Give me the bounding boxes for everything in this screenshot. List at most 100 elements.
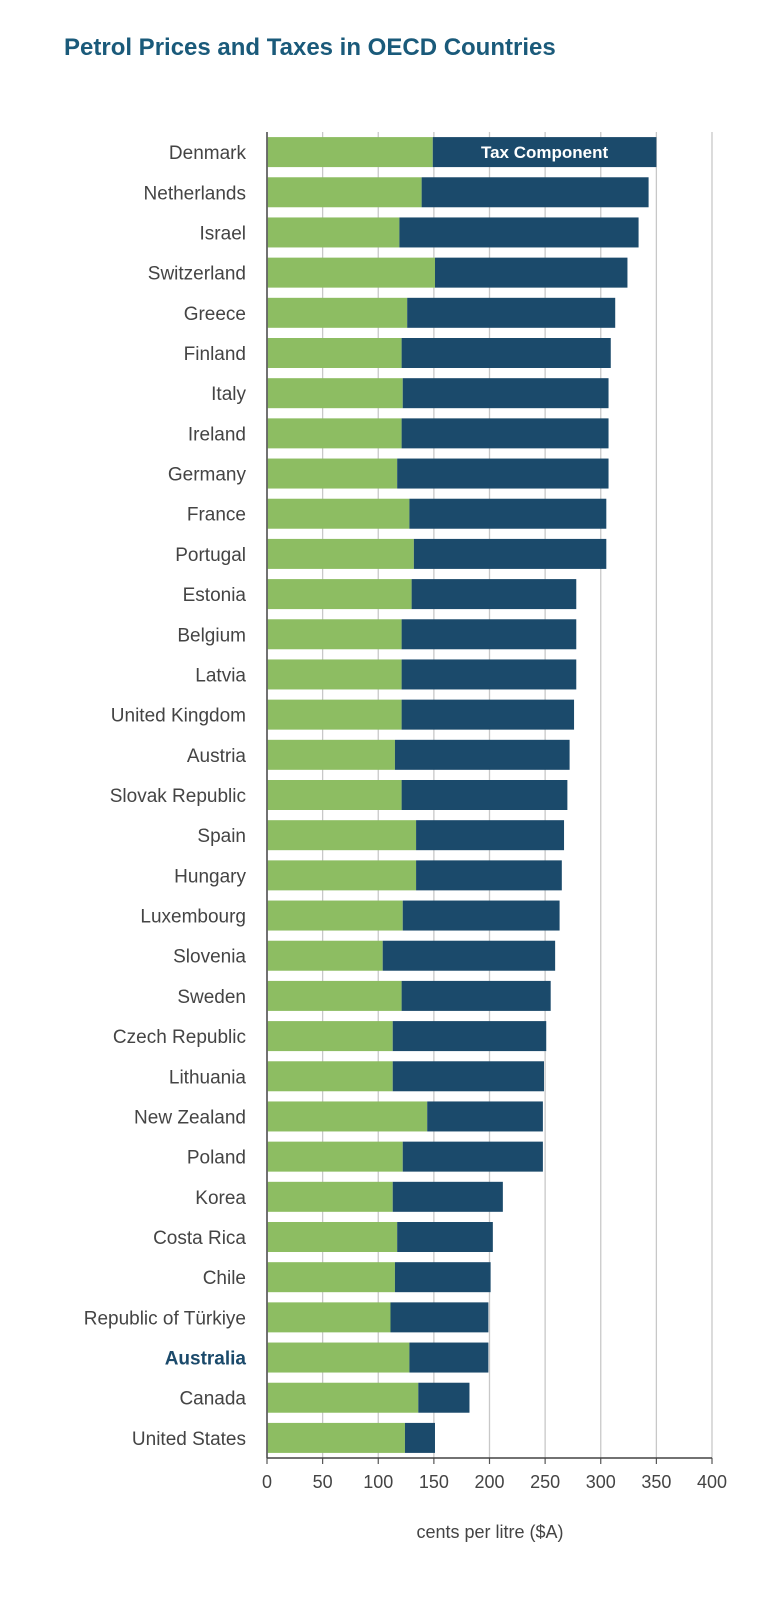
bar-base-australia [267, 1342, 410, 1373]
bar-tax-sweden [401, 980, 551, 1011]
category-label-new-zealand: New Zealand [134, 1107, 246, 1128]
category-label-republic-of-turkiye: Republic of Türkiye [84, 1308, 246, 1329]
bar-tax-greece [407, 297, 616, 328]
bar-base-chile [267, 1262, 395, 1293]
category-label-poland: Poland [187, 1148, 246, 1169]
bar-tax-switzerland [434, 257, 628, 288]
bar-tax-spain [416, 820, 565, 851]
category-label-australia: Australia [165, 1349, 247, 1370]
bar-base-estonia [267, 579, 412, 610]
x-axis-label: cents per litre ($A) [416, 1522, 563, 1542]
bar-tax-hungary [416, 860, 562, 891]
bar-base-portugal [267, 538, 414, 569]
bar-tax-germany [397, 458, 609, 489]
bar-tax-czech-republic [392, 1021, 547, 1052]
axes [266, 132, 713, 1464]
x-tick-label-0: 0 [262, 1472, 272, 1492]
bars [267, 137, 657, 1453]
category-label-denmark: Denmark [169, 143, 247, 164]
bar-base-canada [267, 1382, 419, 1413]
x-tick-label-50: 50 [313, 1472, 333, 1492]
bar-base-switzerland [267, 257, 435, 288]
category-label-greece: Greece [184, 304, 246, 325]
bar-tax-lithuania [392, 1061, 545, 1092]
bar-tax-estonia [411, 579, 577, 610]
bar-tax-slovak-republic [401, 780, 568, 810]
category-label-ireland: Ireland [188, 424, 246, 445]
x-tick-label-250: 250 [530, 1472, 560, 1492]
bar-tax-korea [392, 1181, 503, 1212]
category-label-italy: Italy [211, 384, 246, 405]
bar-tax-ireland [401, 418, 609, 449]
bar-tax-italy [402, 378, 609, 409]
category-label-austria: Austria [187, 746, 247, 767]
category-label-slovenia: Slovenia [173, 947, 246, 968]
bar-tax-chile [394, 1262, 491, 1293]
category-label-portugal: Portugal [175, 545, 246, 566]
bar-tax-denmark [432, 137, 657, 168]
category-label-spain: Spain [197, 826, 246, 847]
category-label-estonia: Estonia [183, 585, 247, 606]
x-tick-label-300: 300 [586, 1472, 616, 1492]
category-label-hungary: Hungary [174, 866, 246, 887]
bar-base-italy [267, 378, 403, 409]
bar-base-united-kingdom [267, 699, 402, 730]
bar-tax-new-zealand [427, 1101, 543, 1132]
x-tick-label-400: 400 [697, 1472, 727, 1492]
x-tick-labels: 0 50 100 150 200 250 300 350 400 [262, 1472, 727, 1492]
bar-base-latvia [267, 659, 402, 690]
category-label-united-kingdom: United Kingdom [111, 706, 246, 727]
bar-tax-austria [394, 739, 570, 770]
bar-base-hungary [267, 860, 417, 891]
category-label-germany: Germany [168, 465, 247, 486]
category-label-israel: Israel [200, 223, 246, 244]
category-label-france: France [187, 505, 246, 526]
category-label-chile: Chile [203, 1268, 246, 1289]
x-tick-label-200: 200 [474, 1472, 504, 1492]
category-label-lithuania: Lithuania [169, 1067, 247, 1088]
bar-tax-finland [401, 338, 611, 368]
category-label-costa-rica: Costa Rica [153, 1228, 246, 1249]
bar-base-korea [267, 1181, 393, 1212]
bar-base-slovenia [267, 940, 383, 971]
category-label-finland: Finland [184, 344, 246, 365]
bar-base-austria [267, 739, 395, 770]
bar-tax-australia [409, 1342, 489, 1373]
bar-tax-costa-rica [397, 1222, 493, 1252]
bar-tax-france [409, 498, 607, 529]
category-label-united-states: United States [132, 1429, 246, 1450]
x-tick-label-100: 100 [363, 1472, 393, 1492]
bar-base-lithuania [267, 1061, 393, 1092]
bar-tax-portugal [413, 538, 607, 569]
bar-base-poland [267, 1141, 403, 1172]
bar-base-united-states [267, 1422, 405, 1453]
bar-base-costa-rica [267, 1222, 398, 1252]
bar-tax-belgium [401, 619, 577, 650]
bar-tax-luxembourg [402, 900, 560, 931]
bar-base-netherlands [267, 177, 422, 208]
category-label-netherlands: Netherlands [144, 183, 246, 204]
category-label-latvia: Latvia [195, 665, 246, 686]
category-labels: Denmark Netherlands Israel Switzerland Greec… [84, 143, 247, 1450]
category-label-sweden: Sweden [177, 987, 246, 1008]
legend-label-tax-component: Tax Component [481, 143, 609, 162]
bar-tax-republic-of-turkiye [390, 1302, 489, 1333]
bar-base-czech-republic [267, 1021, 393, 1052]
bar-tax-latvia [401, 659, 577, 690]
bar-base-denmark [267, 137, 433, 168]
bar-base-luxembourg [267, 900, 403, 931]
bar-base-sweden [267, 980, 402, 1011]
category-label-switzerland: Switzerland [148, 264, 246, 285]
bar-base-ireland [267, 418, 402, 449]
category-label-canada: Canada [179, 1389, 246, 1410]
bar-tax-israel [399, 217, 639, 248]
x-tick-label-350: 350 [641, 1472, 671, 1492]
bar-base-france [267, 498, 410, 529]
bar-base-germany [267, 458, 398, 489]
bar-base-finland [267, 338, 402, 368]
category-label-czech-republic: Czech Republic [113, 1027, 246, 1048]
bar-base-greece [267, 297, 408, 328]
x-tick-label-150: 150 [419, 1472, 449, 1492]
bar-base-new-zealand [267, 1101, 428, 1132]
bar-base-belgium [267, 619, 402, 650]
